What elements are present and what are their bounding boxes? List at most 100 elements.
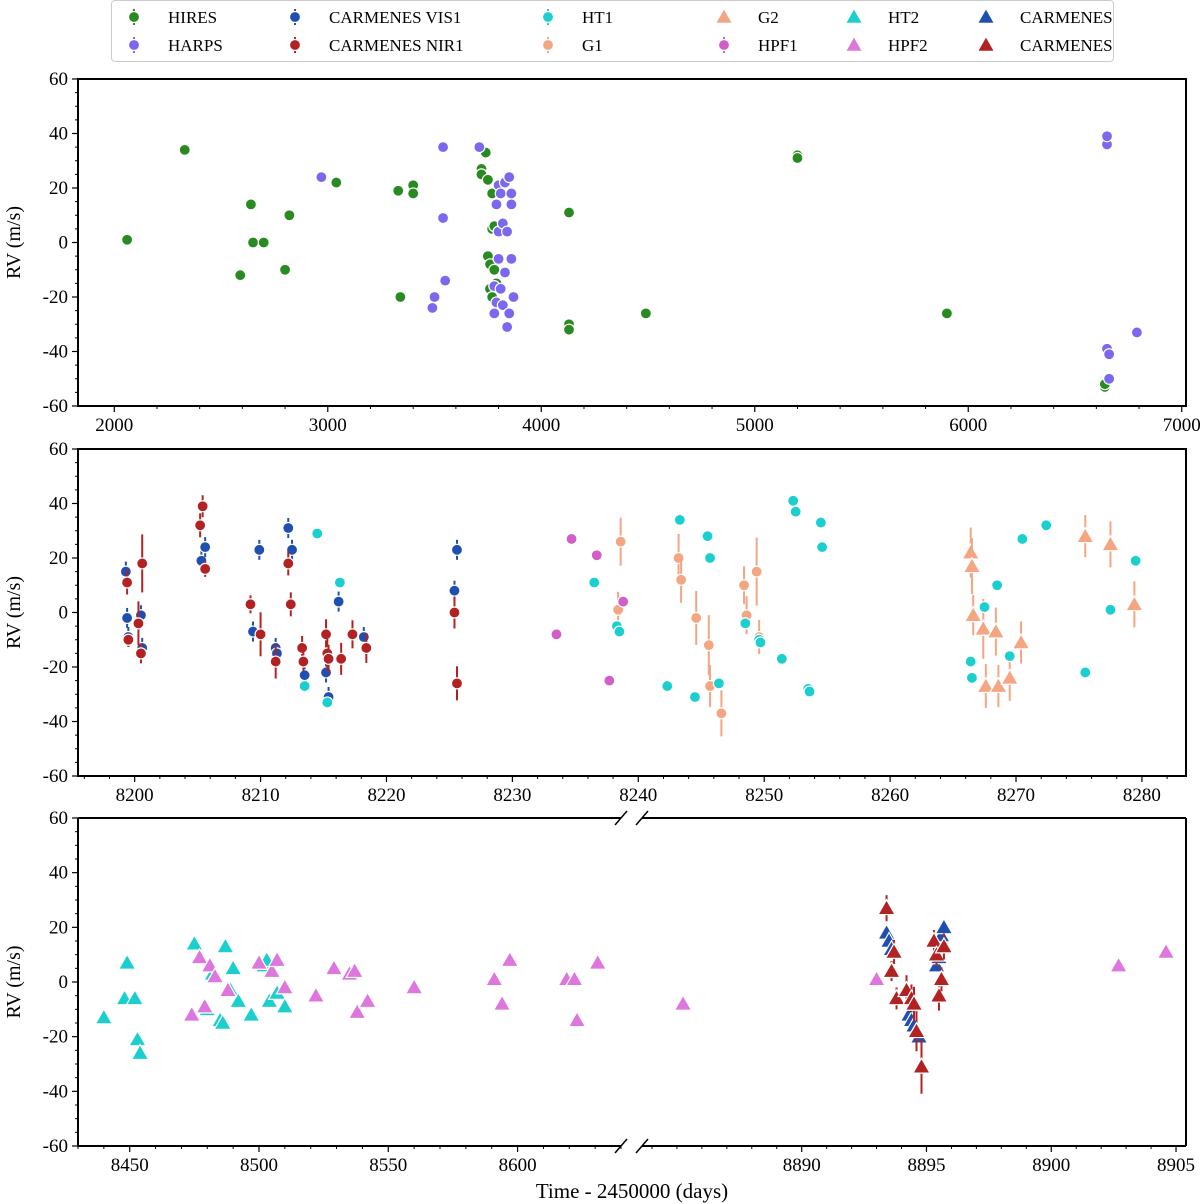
data-point <box>357 630 370 644</box>
legend-marker <box>976 7 996 24</box>
data-point <box>754 636 767 649</box>
data-point <box>117 953 137 970</box>
data-point <box>473 141 486 154</box>
panel-middle: -60 -40 -20 0 20 40 60 RV (m/s) 8200 8210 8220 8230… <box>3 439 1187 806</box>
data-point <box>450 677 464 690</box>
data-point <box>333 576 346 589</box>
y-axis-label: RV (m/s) <box>3 945 25 1018</box>
data-point <box>564 969 584 987</box>
data-point <box>712 677 725 690</box>
legend-marker <box>844 35 864 52</box>
data-point <box>590 549 603 562</box>
data-point <box>267 950 287 968</box>
panel-bottom: -60 -40 -20 0 20 40 60 RV (m/s) 8450 8500 8550 8600… <box>3 808 1195 1203</box>
data-point <box>246 236 260 249</box>
data-point <box>119 565 132 578</box>
data-point <box>929 985 949 1003</box>
data-point <box>1075 526 1095 544</box>
y-tick-label: 20 <box>49 917 68 938</box>
data-point <box>816 540 829 554</box>
data-point <box>1040 519 1053 532</box>
x-tick-label: 2000 <box>95 415 133 436</box>
data-point <box>358 991 378 1009</box>
x-tick-label: 8890 <box>783 1155 821 1176</box>
data-point <box>284 598 297 611</box>
legend-label: HIRES <box>168 8 217 27</box>
data-point <box>244 198 258 211</box>
data-point <box>199 540 212 554</box>
data-point <box>278 263 292 276</box>
data-point <box>136 557 149 570</box>
data-point <box>617 595 630 608</box>
series-carmenes-nir1 <box>121 495 464 701</box>
series-hpf1 <box>550 532 630 687</box>
data-point <box>934 917 954 935</box>
data-point <box>550 628 563 641</box>
y-tick-label: 20 <box>49 548 68 569</box>
data-point <box>306 985 326 1003</box>
data-point <box>1109 955 1129 973</box>
data-point <box>814 516 827 529</box>
axis-break-mark <box>635 1138 649 1154</box>
x-tick-label: 8220 <box>367 785 405 806</box>
data-point <box>404 977 424 995</box>
x-tick-label: 8240 <box>619 785 657 806</box>
data-point <box>978 600 991 614</box>
data-point <box>976 676 996 694</box>
data-point <box>924 931 944 948</box>
panel-top: -60 -40 -20 0 20 40 60 RV (m/s) 2000 3000 4000 5000… <box>3 69 1200 436</box>
legend-canvas: HIRES HARPS CARMENES VIS1 CARMENES NIR1 HT1 G… <box>127 7 1155 55</box>
y-tick-label: 40 <box>49 124 68 145</box>
data-point <box>321 696 334 709</box>
data-point <box>492 252 505 265</box>
data-point <box>931 969 951 987</box>
data-point <box>311 527 324 540</box>
data-point <box>567 1010 587 1028</box>
data-point <box>200 955 220 973</box>
data-point <box>130 1043 150 1061</box>
y-tick-label: 0 <box>59 233 69 254</box>
data-point <box>450 543 464 556</box>
data-point <box>315 171 328 184</box>
data-point <box>346 628 359 641</box>
data-point <box>884 942 904 959</box>
x-tick-label: 8900 <box>1032 1155 1070 1176</box>
data-point <box>259 991 279 1009</box>
y-tick-label: 40 <box>49 494 68 515</box>
data-point <box>614 535 627 548</box>
axis-break-mark <box>614 810 628 826</box>
data-point <box>973 619 993 636</box>
data-point <box>673 513 686 526</box>
legend-label: CARMENES NIR1 <box>329 36 464 55</box>
data-point <box>1103 348 1116 361</box>
data-point <box>1000 668 1020 685</box>
data-point <box>911 1057 932 1074</box>
data-point <box>257 236 270 249</box>
data-point <box>426 301 439 314</box>
legend-marker <box>717 38 731 52</box>
y-tick-label: -20 <box>43 287 68 308</box>
legend-marker <box>541 38 555 52</box>
legend-item-harps: HARPS <box>127 36 223 55</box>
data-point <box>360 641 373 655</box>
data-point <box>392 184 405 197</box>
data-point <box>1130 326 1143 339</box>
data-point <box>282 521 295 535</box>
data-point <box>661 679 674 693</box>
data-point <box>436 141 450 154</box>
data-point <box>702 639 715 652</box>
data-point <box>189 947 210 965</box>
legend-item-g2: G2 <box>714 7 779 27</box>
data-point <box>296 641 309 655</box>
legend-marker <box>127 38 141 52</box>
legend-label: HARPS <box>168 36 223 55</box>
series-ht2 <box>94 934 295 1061</box>
legend-label: HPF1 <box>758 36 798 55</box>
data-point <box>234 269 247 282</box>
legend-marker <box>714 7 734 24</box>
data-point <box>283 209 296 222</box>
data-point <box>498 266 512 279</box>
data-point <box>877 898 897 916</box>
data-point <box>275 977 295 995</box>
y-tick-label: -60 <box>43 1136 68 1157</box>
